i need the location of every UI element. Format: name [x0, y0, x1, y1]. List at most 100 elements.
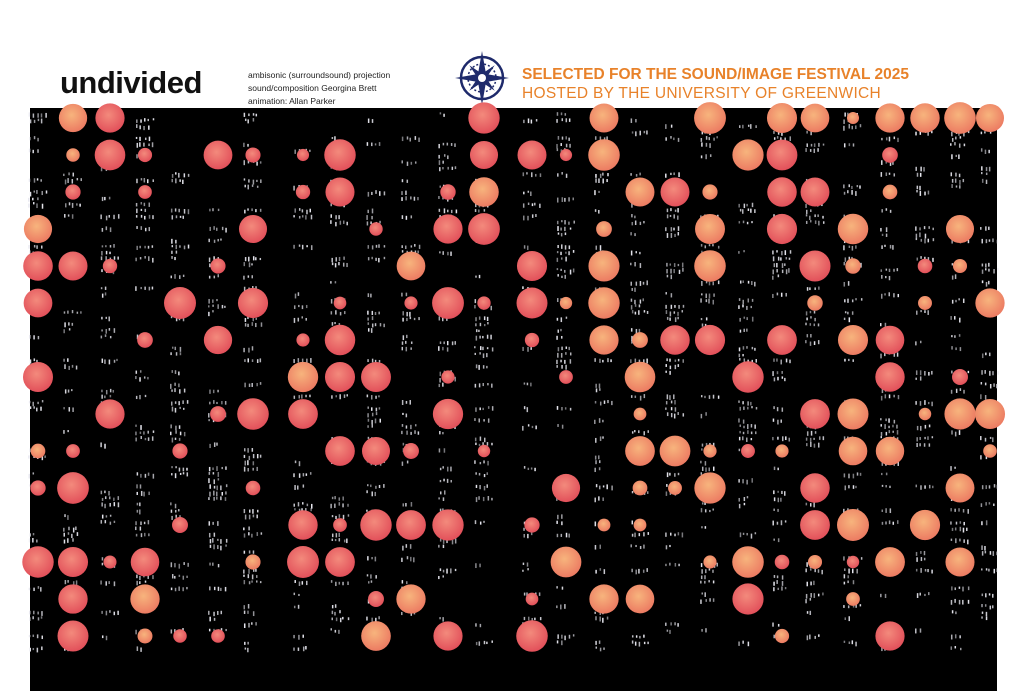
speckle: [963, 143, 966, 147]
speckle: [568, 221, 570, 225]
speckle: [881, 209, 883, 213]
speckle: [996, 383, 998, 389]
speckle: [32, 113, 35, 118]
speckle: [666, 484, 668, 487]
speckle: [378, 257, 380, 263]
speckle: [135, 376, 137, 380]
speckle: [755, 406, 758, 410]
credit: ambisonic (surroundsound) projection: [248, 70, 390, 80]
speckle: [557, 173, 559, 177]
speckle: [208, 413, 210, 418]
speckle: [631, 310, 634, 314]
speckle: [139, 377, 141, 382]
speckle: [738, 125, 741, 128]
speckle: [33, 610, 35, 615]
speckle: [136, 178, 138, 184]
speckle: [136, 491, 138, 496]
speckle: [773, 130, 775, 134]
speckle: [923, 167, 925, 172]
speckle: [367, 322, 370, 325]
speckle: [919, 232, 921, 238]
speckle: [772, 371, 774, 377]
speckle: [564, 604, 566, 609]
speckle: [556, 148, 559, 152]
speckle: [438, 196, 440, 199]
speckle: [293, 317, 296, 323]
speckle: [893, 268, 895, 272]
speckle: [139, 431, 142, 434]
speckle: [810, 316, 812, 319]
speckle: [367, 436, 370, 439]
speckle: [171, 245, 174, 248]
speckle: [293, 359, 295, 363]
speckle: [301, 209, 304, 213]
speckle: [306, 209, 308, 215]
speckle: [634, 395, 637, 398]
circle: [324, 361, 356, 393]
speckle: [844, 617, 847, 620]
speckle: [522, 562, 525, 565]
speckle: [182, 467, 185, 472]
speckle: [809, 610, 812, 615]
speckle: [643, 532, 645, 537]
speckle: [630, 281, 632, 286]
speckle: [208, 275, 211, 279]
circle: [875, 621, 905, 651]
speckle: [742, 419, 745, 424]
speckle: [781, 581, 784, 586]
speckle: [522, 172, 525, 177]
speckle: [32, 197, 34, 201]
speckle: [631, 335, 633, 341]
speckle: [37, 401, 39, 405]
speckle: [777, 538, 780, 543]
speckle: [855, 125, 857, 130]
speckle: [478, 496, 480, 500]
circle: [325, 436, 355, 466]
speckle: [414, 244, 416, 247]
speckle: [919, 401, 922, 406]
speckle: [568, 245, 571, 250]
speckle: [805, 593, 808, 599]
speckle: [109, 388, 112, 393]
speckle: [243, 142, 245, 148]
speckle: [888, 172, 891, 175]
speckle: [855, 191, 857, 196]
circle: [525, 592, 539, 606]
circle: [245, 147, 261, 163]
speckle: [889, 161, 892, 166]
speckle: [144, 256, 146, 259]
speckle: [856, 472, 859, 476]
speckle: [523, 382, 526, 385]
speckle: [670, 136, 672, 139]
speckle: [631, 214, 633, 218]
speckle: [140, 226, 143, 230]
speckle: [564, 407, 567, 410]
speckle: [564, 113, 567, 116]
speckle: [474, 209, 477, 212]
speckle: [244, 359, 246, 362]
speckle: [638, 328, 641, 334]
speckle: [809, 287, 811, 291]
speckle: [367, 359, 369, 363]
speckle: [712, 299, 715, 305]
speckle: [298, 244, 301, 247]
speckle: [916, 593, 919, 598]
speckle: [754, 532, 757, 535]
speckle: [844, 257, 847, 262]
speckle: [252, 113, 255, 116]
speckle: [813, 443, 816, 448]
speckle: [256, 509, 259, 513]
speckle: [773, 581, 775, 586]
speckle: [371, 419, 373, 425]
speckle: [923, 443, 926, 447]
speckle: [136, 484, 138, 489]
speckle: [80, 311, 82, 314]
speckle: [213, 256, 215, 260]
speckle: [777, 490, 779, 493]
speckle: [647, 641, 649, 645]
speckle: [810, 334, 812, 338]
speckle: [594, 136, 597, 140]
speckle: [67, 532, 70, 535]
speckle: [151, 436, 154, 441]
speckle: [746, 496, 749, 499]
